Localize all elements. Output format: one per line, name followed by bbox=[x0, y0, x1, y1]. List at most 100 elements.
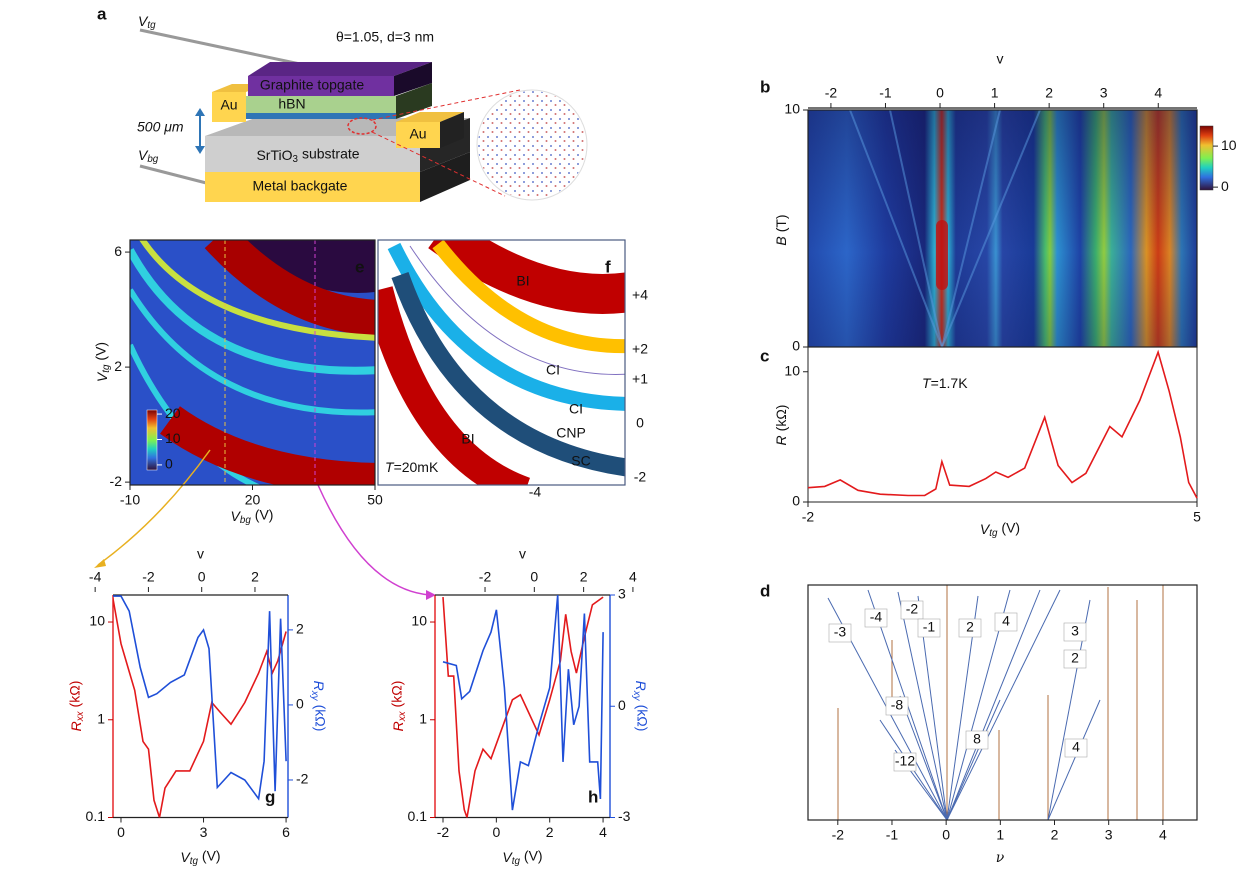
tick-label: 0 bbox=[296, 696, 304, 712]
unit: (kΩ) bbox=[635, 705, 651, 732]
tick-label: 2 bbox=[580, 569, 588, 585]
symbol: R bbox=[773, 435, 789, 445]
symbol: R bbox=[390, 721, 406, 731]
gate-label: Vbg bbox=[138, 147, 159, 165]
text: =20mK bbox=[394, 459, 439, 475]
subscript: tg bbox=[512, 856, 521, 867]
unit: (kΩ) bbox=[388, 681, 404, 708]
line-label: 4 bbox=[1072, 739, 1080, 755]
subscript: xx bbox=[75, 710, 86, 722]
label-box bbox=[958, 618, 982, 638]
tick-label: -2 bbox=[802, 509, 815, 525]
symbol: T bbox=[922, 375, 932, 391]
symbol: R bbox=[68, 721, 84, 731]
line-label: -1 bbox=[923, 619, 936, 635]
tick-label: 3 bbox=[200, 824, 208, 840]
line-label: 2 bbox=[1071, 650, 1079, 666]
tick-label: -1 bbox=[879, 85, 892, 101]
tick-label: 10 bbox=[1221, 137, 1237, 153]
panel-label: a bbox=[97, 4, 107, 23]
tick-label: -3 bbox=[618, 808, 631, 824]
tick-label: -2 bbox=[437, 824, 450, 840]
region-label: BI bbox=[516, 273, 529, 289]
tick-label: 0 bbox=[936, 85, 944, 101]
symbol: V bbox=[138, 13, 149, 29]
subscript: tg bbox=[989, 528, 998, 539]
subscript: xx bbox=[397, 710, 408, 722]
tick-label: 4 bbox=[599, 824, 607, 840]
tick-label: -10 bbox=[120, 492, 140, 508]
unit: (V) bbox=[255, 506, 274, 522]
filling-label: -2 bbox=[634, 469, 647, 485]
unit: (V) bbox=[1001, 519, 1020, 535]
tick-label: 2 bbox=[114, 358, 122, 374]
tick-label: 50 bbox=[367, 492, 383, 508]
tick-label: 4 bbox=[629, 569, 637, 585]
symbol: V bbox=[502, 849, 513, 865]
filling-label: 0 bbox=[636, 415, 644, 431]
symbol: V bbox=[980, 521, 991, 537]
panel-label: d bbox=[760, 581, 770, 600]
label-box bbox=[900, 600, 924, 620]
symbol: T bbox=[385, 459, 395, 475]
title: θ=1.05, d=3 nm bbox=[336, 29, 434, 45]
tick-label: 4 bbox=[1154, 85, 1162, 101]
tick-label: -2 bbox=[479, 569, 492, 585]
arrowhead bbox=[94, 559, 106, 568]
tick-label: 10 bbox=[165, 430, 181, 446]
unit: (V) bbox=[92, 342, 108, 361]
layer-label: Au bbox=[409, 126, 426, 142]
unit: (kΩ) bbox=[773, 405, 789, 432]
tick-label: 3 bbox=[1100, 85, 1108, 101]
tick-label: 0 bbox=[942, 827, 950, 843]
tick-label: -4 bbox=[89, 569, 102, 585]
line-label: -3 bbox=[834, 624, 847, 640]
gate-label: Vtg bbox=[138, 13, 156, 31]
tick-label: 6 bbox=[282, 824, 290, 840]
panel-label: g bbox=[265, 787, 275, 806]
tick-label: 0 bbox=[792, 493, 800, 509]
heatmap-b bbox=[808, 109, 1214, 348]
layer-label: SrTiO3 substrate bbox=[256, 145, 359, 164]
symbol: V bbox=[231, 508, 242, 524]
tick-label: 0 bbox=[618, 697, 626, 713]
tick-label: 10 bbox=[411, 613, 427, 629]
data-line bbox=[442, 595, 604, 811]
subscript: xy bbox=[631, 690, 642, 702]
tick-label: 2 bbox=[546, 824, 554, 840]
symbol: R bbox=[633, 681, 649, 691]
axis-title: R (kΩ) bbox=[773, 405, 789, 446]
tick-label: 2 bbox=[296, 621, 304, 637]
tick-label: 10 bbox=[89, 613, 105, 629]
unit: (T) bbox=[773, 214, 789, 232]
axis-title: v bbox=[519, 546, 526, 562]
tick-label: 5 bbox=[1193, 509, 1201, 525]
frame-d bbox=[807, 584, 1198, 821]
dimension: 500 μm bbox=[137, 119, 184, 135]
axis-title: Vtg(V) bbox=[502, 847, 542, 866]
tick-label: 2 bbox=[251, 569, 259, 585]
panel-label: f bbox=[605, 257, 611, 276]
tick-label: -2 bbox=[110, 473, 123, 489]
symbol: V bbox=[138, 147, 149, 163]
subscript: xy bbox=[309, 690, 320, 702]
tick-label: 0.1 bbox=[86, 808, 106, 824]
tick-label: 0.1 bbox=[408, 808, 428, 824]
symbol: B bbox=[773, 236, 789, 245]
layer-label: Au bbox=[220, 97, 237, 113]
subscript: tg bbox=[190, 856, 199, 867]
axis-title: v bbox=[997, 51, 1004, 67]
region-label: SC bbox=[571, 453, 590, 469]
subscript: tg bbox=[147, 20, 156, 31]
panel-label: b bbox=[760, 77, 770, 96]
line-label: 4 bbox=[1002, 613, 1010, 629]
tick-label: -1 bbox=[886, 827, 899, 843]
tick-label: 1 bbox=[996, 827, 1004, 843]
layer-label: hBN bbox=[278, 96, 305, 112]
axis-title: Rxx (kΩ) bbox=[388, 681, 407, 732]
tick-label: -2 bbox=[142, 569, 155, 585]
axis-title: Vtg(V) bbox=[180, 847, 220, 866]
axis-title: ν bbox=[996, 850, 1005, 866]
tick-label: 0 bbox=[165, 456, 173, 472]
annotation: T=20mK bbox=[385, 459, 439, 475]
